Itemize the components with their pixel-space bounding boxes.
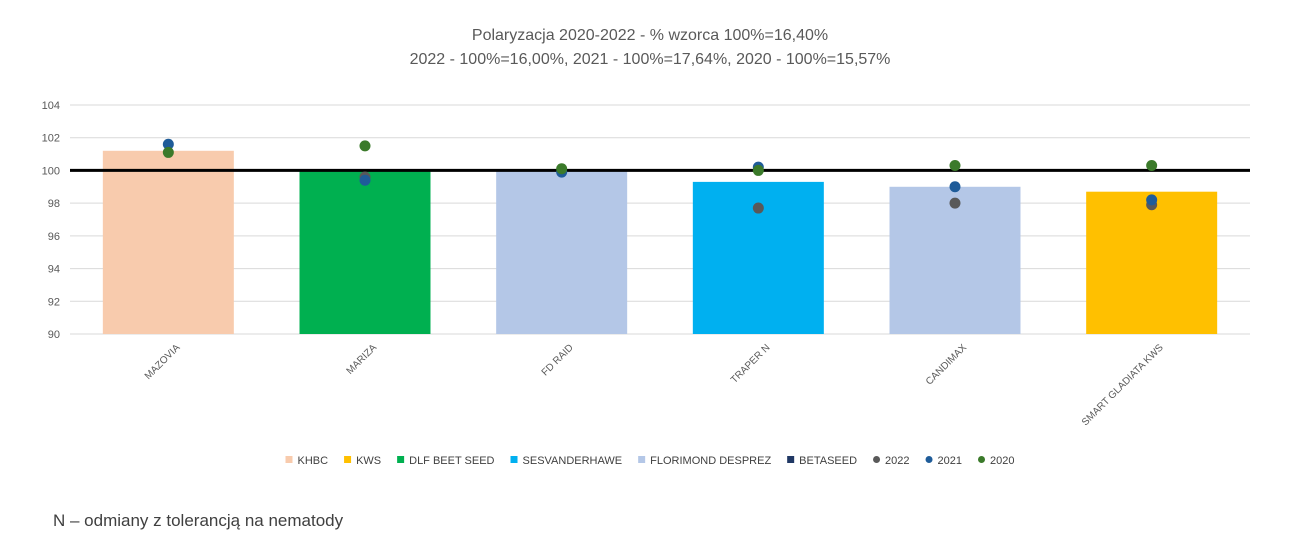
- bar: [496, 170, 628, 334]
- y-tick-label: 96: [48, 231, 60, 243]
- legend-label: KWS: [356, 455, 381, 467]
- legend-label: KHBC: [298, 455, 329, 467]
- x-tick-label: SMART GLADIATA KWS: [1080, 342, 1166, 428]
- y-tick-label: 94: [48, 264, 60, 276]
- point-2020: [1146, 160, 1158, 172]
- legend-swatch: [397, 456, 405, 463]
- bars: [102, 150, 1218, 334]
- legend-label: SESVANDERHAWE: [523, 455, 623, 467]
- legend-label: DLF BEET SEED: [409, 455, 494, 467]
- legend-swatch: [285, 456, 293, 463]
- legend-label: BETASEED: [799, 455, 857, 467]
- y-tick-label: 92: [48, 296, 60, 308]
- point-2020: [752, 164, 764, 176]
- x-tick-label: FD RAID: [540, 342, 576, 378]
- x-tick-label: MAZOVIA: [143, 342, 183, 382]
- point-2021: [949, 181, 961, 193]
- x-tick-label: CANDIMAX: [924, 342, 969, 387]
- legend: KHBC KWS DLF BEET SEED SESVANDERHAWE FLORIMO…: [285, 455, 1015, 467]
- legend-swatch: [787, 456, 795, 463]
- y-tick-label: 102: [42, 133, 60, 145]
- point-2020: [162, 146, 174, 158]
- x-axis-labels: MAZOVIA MARIZA FD RAID TRAPER N CANDIMAX SMAR…: [143, 342, 1166, 428]
- y-tick-label: 100: [42, 165, 60, 177]
- bar: [299, 170, 431, 334]
- point-2021: [1146, 194, 1158, 206]
- footnote: N – odmiany z tolerancją na nematody: [53, 511, 344, 530]
- legend-label: FLORIMOND DESPREZ: [650, 455, 771, 467]
- legend-label: 2020: [990, 455, 1014, 467]
- legend-dot: [925, 456, 933, 463]
- bar: [102, 150, 234, 334]
- point-2020: [556, 163, 568, 175]
- legend-swatch: [638, 456, 646, 463]
- x-tick-label: MARIZA: [345, 342, 380, 377]
- x-tick-label: TRAPER N: [729, 342, 773, 386]
- bar: [889, 186, 1021, 334]
- legend-dot: [978, 456, 986, 463]
- gridlines: [70, 104, 1250, 335]
- y-axis-ticks: 90 92 94 96 98 100 102 104: [42, 100, 60, 341]
- legend-label: 2021: [938, 455, 962, 467]
- point-2020: [949, 160, 961, 172]
- point-2022: [949, 197, 961, 209]
- y-tick-label: 98: [48, 198, 60, 210]
- points: [162, 138, 1158, 214]
- legend-swatch: [510, 456, 518, 463]
- chart-title: Polaryzacja 2020-2022 - % wzorca 100%=16…: [472, 27, 828, 44]
- bar: [1086, 191, 1218, 334]
- legend-dot: [873, 456, 881, 463]
- point-2020: [359, 140, 371, 152]
- legend-label: 2022: [885, 455, 909, 467]
- chart-subtitle: 2022 - 100%=16,00%, 2021 - 100%=17,64%, …: [410, 51, 891, 68]
- point-2021: [359, 174, 371, 186]
- y-tick-label: 90: [48, 329, 60, 341]
- point-2022: [752, 202, 764, 214]
- legend-swatch: [344, 456, 352, 463]
- y-tick-label: 104: [42, 100, 60, 112]
- point-2021: [162, 138, 174, 150]
